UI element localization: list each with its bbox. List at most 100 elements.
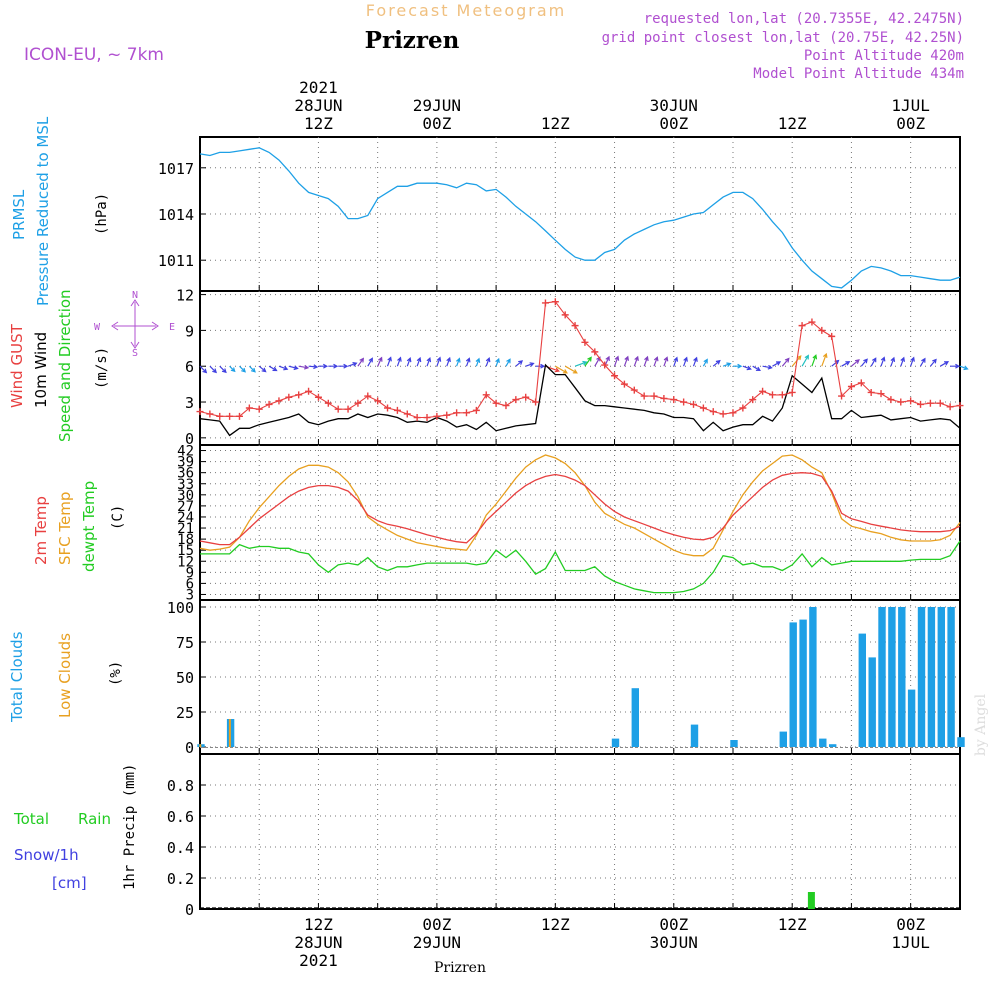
gust-marker bbox=[838, 392, 846, 400]
wind-arrow bbox=[288, 365, 299, 371]
wind-arrow bbox=[268, 365, 278, 372]
gust-marker bbox=[897, 398, 905, 406]
precip-tick-label: 0 bbox=[185, 901, 194, 919]
precip-tick-label: 0.6 bbox=[167, 808, 194, 826]
temp-2m-line bbox=[199, 472, 961, 546]
wind-arrow bbox=[910, 356, 915, 367]
gust-marker bbox=[818, 326, 826, 334]
gust-marker bbox=[828, 332, 836, 340]
temperature-unit: (C) bbox=[110, 505, 126, 530]
wind-arrow bbox=[811, 354, 818, 367]
precip-frame bbox=[199, 753, 961, 910]
wind-arrow bbox=[396, 356, 402, 367]
top-time-label: 12Z bbox=[778, 114, 807, 133]
wind-arrow bbox=[455, 357, 461, 367]
gust-marker bbox=[522, 393, 530, 401]
gust-marker bbox=[808, 318, 816, 326]
gust-marker bbox=[235, 412, 243, 420]
bottom-time-label: 30JUN bbox=[650, 933, 698, 952]
gust-marker bbox=[887, 396, 895, 404]
wind-arrow bbox=[258, 365, 267, 373]
total-label: Total bbox=[13, 810, 49, 828]
clouds-grid bbox=[200, 600, 960, 754]
gust-marker bbox=[768, 391, 776, 399]
rain-bar bbox=[807, 892, 815, 909]
bottom-time-label: 1JUL bbox=[891, 933, 930, 952]
gust-marker bbox=[492, 399, 500, 407]
top-time-label: 30JUN bbox=[650, 96, 698, 115]
gust-marker bbox=[364, 392, 372, 400]
total-clouds-label: Total Clouds bbox=[8, 631, 26, 723]
wind-panel: 0 3 6 9 12 Wind GUST 10m Wind Speed and Dire… bbox=[8, 287, 969, 448]
gust-marker bbox=[630, 386, 638, 394]
footer-location: Prizren bbox=[434, 960, 486, 976]
clouds-unit: (%) bbox=[108, 661, 124, 686]
precip-tick-label: 0.8 bbox=[167, 777, 194, 795]
wind-gust-label: Wind GUST bbox=[8, 323, 26, 408]
gust-marker bbox=[877, 390, 885, 398]
gust-marker bbox=[660, 394, 668, 402]
gust-marker bbox=[936, 399, 944, 407]
precip-bars bbox=[807, 892, 815, 909]
gust-marker bbox=[601, 361, 609, 369]
gust-marker bbox=[680, 398, 688, 406]
bottom-time-label: 00Z bbox=[659, 915, 688, 934]
total-cloud-bar bbox=[611, 738, 620, 747]
top-time-label: 29JUN bbox=[413, 96, 461, 115]
total-cloud-bar bbox=[937, 607, 945, 747]
wind-arrow bbox=[712, 359, 721, 367]
total-cloud-bar bbox=[631, 688, 639, 747]
total-cloud-bar bbox=[730, 740, 738, 747]
gust-marker bbox=[926, 399, 934, 407]
wind-arrow bbox=[762, 364, 773, 370]
gust-marker bbox=[640, 392, 648, 400]
wind-direction-arrows bbox=[199, 352, 969, 374]
wind-arrow bbox=[831, 359, 840, 367]
wind-arrow bbox=[416, 356, 422, 367]
gust-marker bbox=[729, 409, 737, 417]
gust-marker bbox=[443, 411, 451, 419]
prmsl-line bbox=[199, 147, 961, 289]
bottom-time-label: 28JUN bbox=[294, 933, 342, 952]
gust-marker bbox=[255, 405, 263, 413]
gust-marker bbox=[403, 410, 411, 418]
temp-tick-label: 27 bbox=[177, 499, 194, 515]
pressure-tick-label: 1014 bbox=[158, 206, 194, 224]
wind-arrow bbox=[446, 356, 451, 367]
prmsl-label: PRMSL bbox=[10, 189, 28, 240]
pressure-msl-label: Pressure Reduced to MSL bbox=[34, 116, 52, 306]
total-cloud-bar bbox=[809, 607, 817, 747]
gust-marker bbox=[798, 322, 806, 330]
model-altitude: Model Point Altitude 434m bbox=[753, 66, 964, 82]
wind-arrow bbox=[515, 360, 524, 367]
clouds-tick-label: 100 bbox=[167, 599, 194, 617]
temp-tick-label: 9 bbox=[186, 565, 194, 581]
gust-marker bbox=[857, 379, 865, 387]
total-cloud-bar bbox=[868, 657, 876, 747]
temp-tick-label: 12 bbox=[177, 554, 194, 570]
gust-marker bbox=[699, 404, 707, 412]
wind-tick-label: 0 bbox=[185, 430, 194, 448]
rain-label: Rain bbox=[78, 810, 111, 828]
gust-marker bbox=[946, 403, 954, 411]
total-cloud-bar bbox=[888, 607, 896, 747]
wind-arrow bbox=[338, 363, 349, 369]
sfc-temp-label: SFC Temp bbox=[56, 492, 74, 565]
wind-arrow bbox=[692, 356, 698, 367]
wind-arrow bbox=[841, 361, 851, 367]
wind-tick-label: 12 bbox=[176, 287, 194, 305]
temp-tick-label: 3 bbox=[186, 587, 194, 603]
gust-marker bbox=[275, 397, 283, 405]
wind-arrow bbox=[239, 365, 246, 373]
top-time-label: 00Z bbox=[659, 114, 688, 133]
gust-marker bbox=[917, 400, 925, 408]
gust-marker bbox=[482, 391, 490, 399]
total-cloud-bar bbox=[917, 607, 926, 747]
compass-s: S bbox=[132, 348, 138, 359]
wind-arrow bbox=[702, 358, 708, 367]
gust-marker bbox=[384, 404, 392, 412]
top-time-label: 1JUL bbox=[891, 96, 930, 115]
total-cloud-bar bbox=[878, 607, 886, 747]
